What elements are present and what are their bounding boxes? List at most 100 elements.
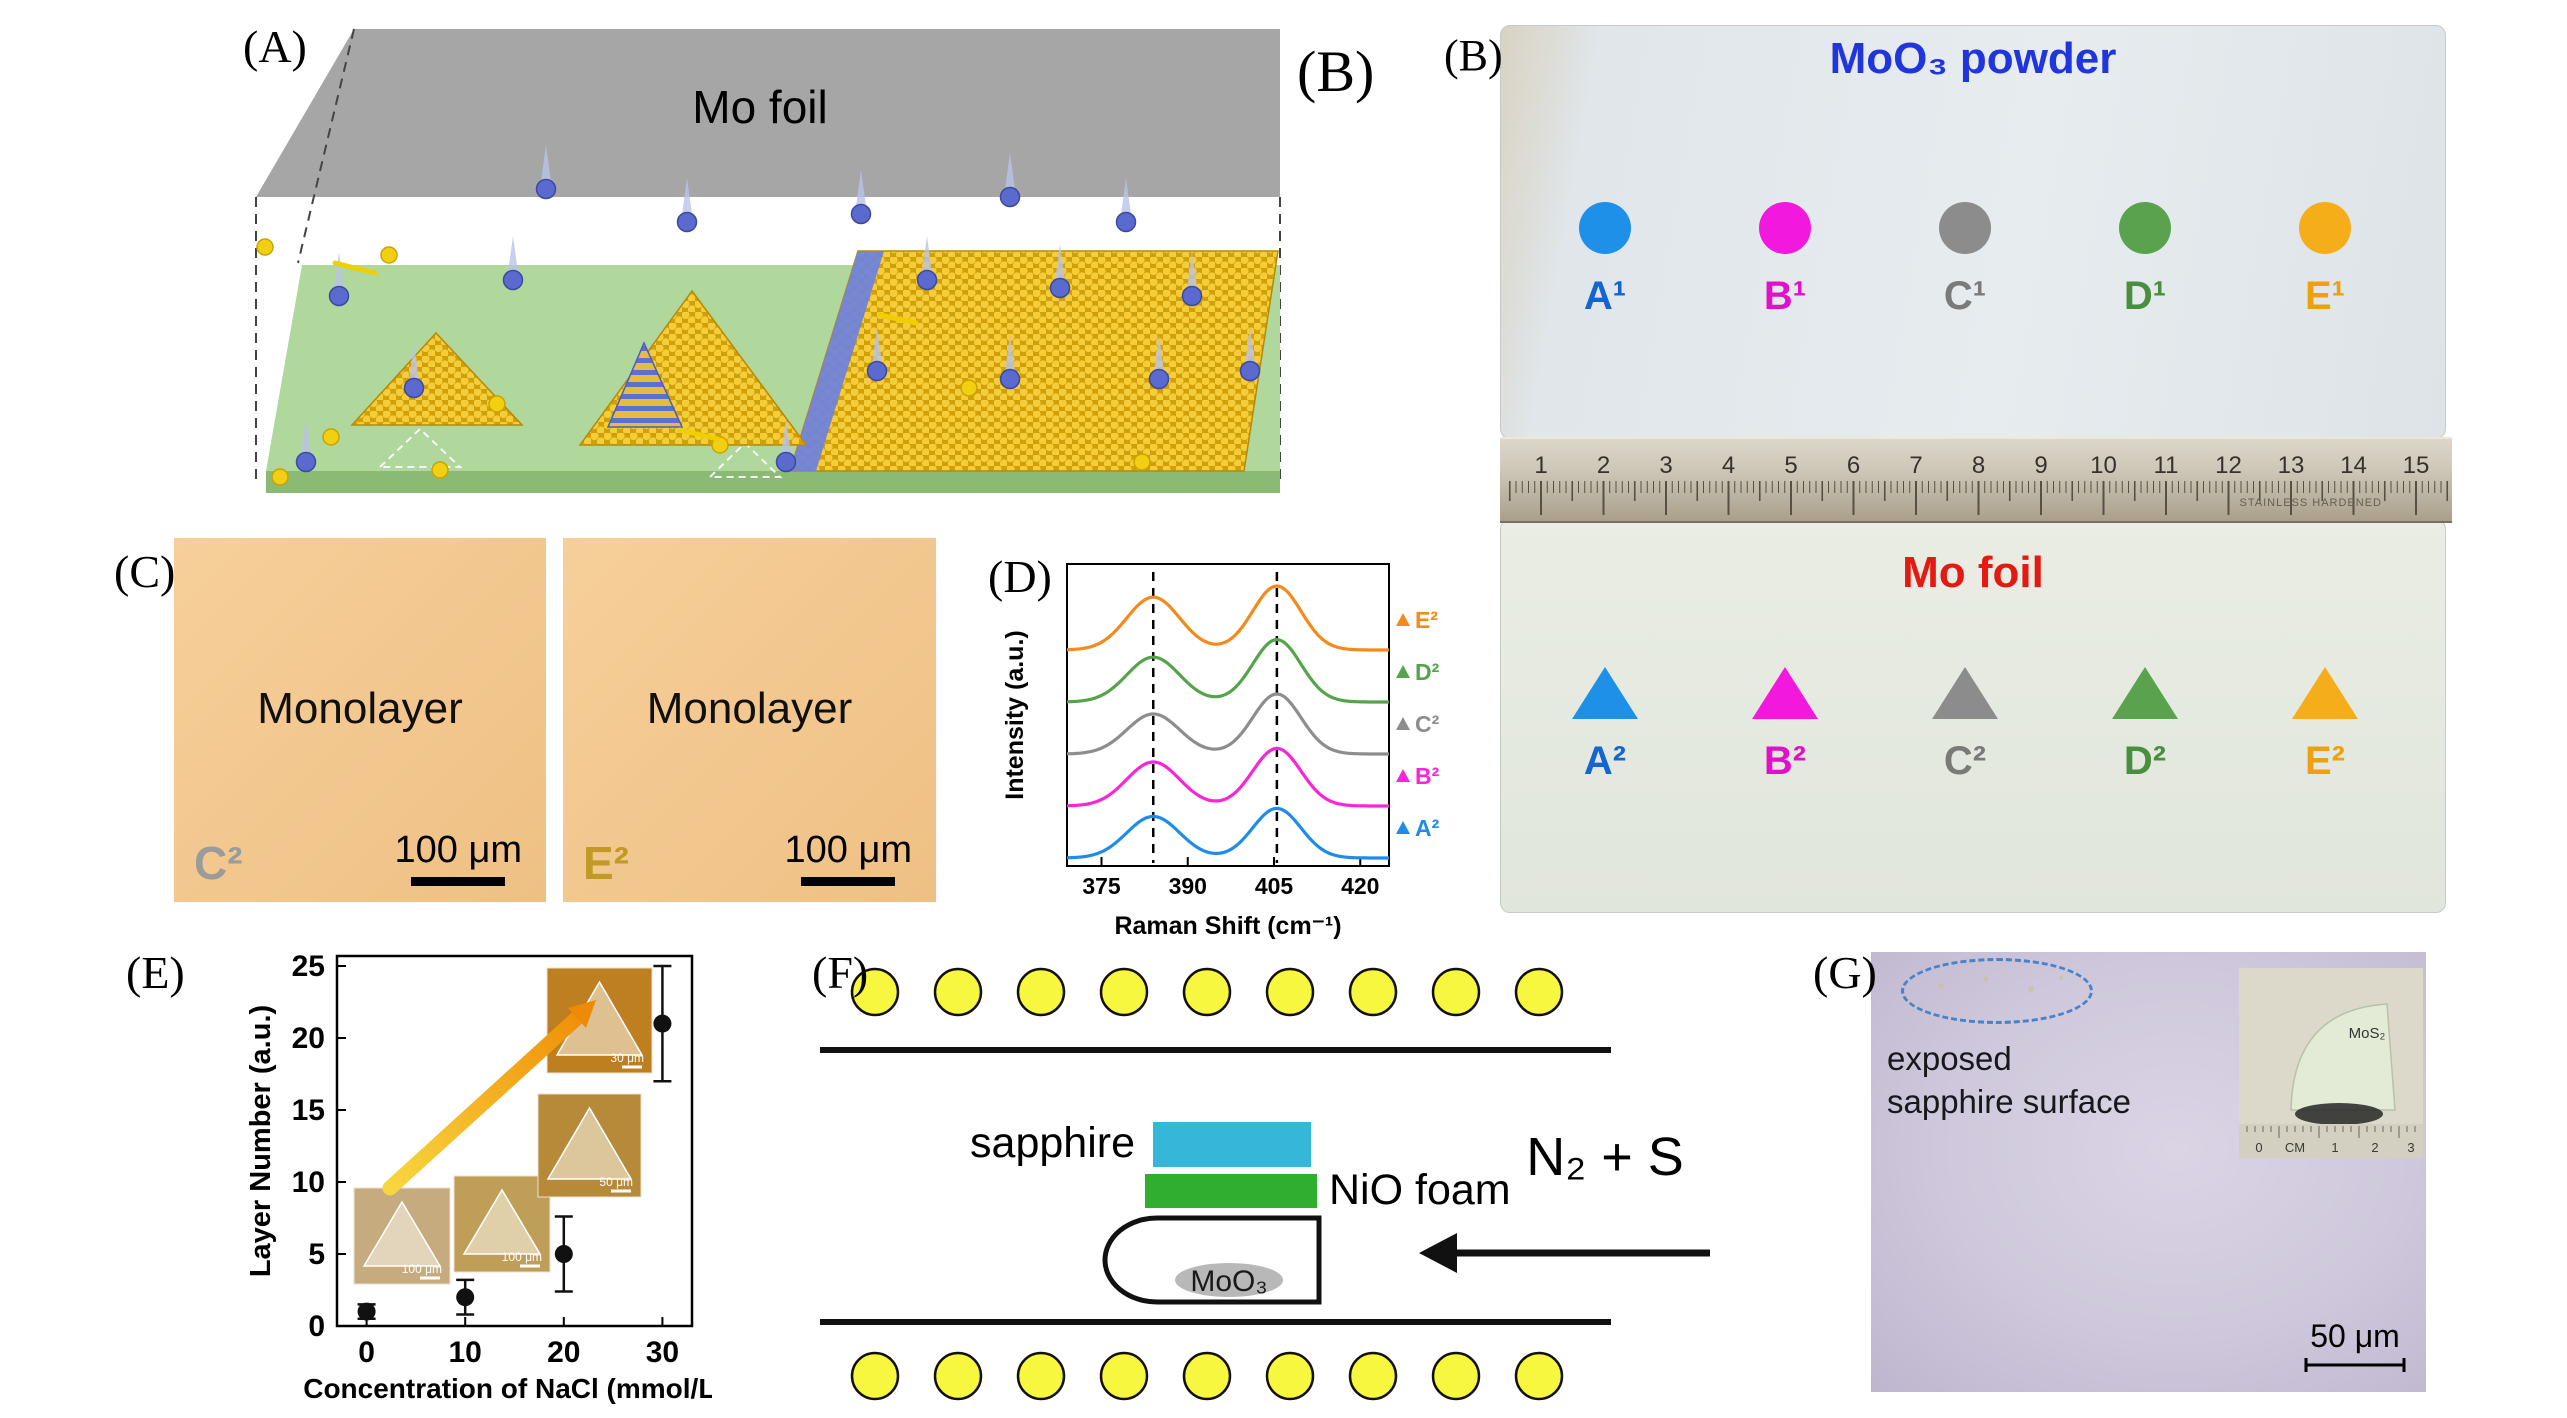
gas-label: N₂ + S [1526,1127,1684,1187]
mos2-triangle-small [350,331,524,426]
inset-scale-label: 30 μm [610,1051,644,1065]
svg-text:30: 30 [646,1336,679,1369]
optical-image-c2: Monolayer C² 100 μm [174,538,546,902]
scale-bar-line [2304,1358,2406,1372]
mos2-inset-photo: MoS₂ 0 CM 1 2 3 [2239,968,2423,1158]
raman-curve-D² [1066,638,1389,704]
sample-marker-group: D¹ [2090,202,2200,319]
sample-label: B² [1763,739,1807,783]
svg-text:9: 9 [2034,452,2047,479]
mos2-layered-edge [606,341,684,428]
sample-label: C¹ [1943,274,1987,318]
moo3-powder-slide: MoO₃ powder A¹ B¹ C¹ D¹ E¹ [1500,25,2446,439]
ruler-markings: 1 2 3 4 5 6 7 8 9 10 11 12 13 14 15 [1508,452,2449,515]
caption: exposed sapphire surface [1887,1038,2131,1124]
mo-foil-slide: Mo foil A² B² C² D² E² [1500,519,2446,913]
raman-curve-C² [1066,692,1389,756]
tri-marker [2112,667,2178,719]
panel-b-label-outer: (B) [1297,39,1375,104]
svg-text:15: 15 [292,1094,325,1127]
svg-text:5: 5 [308,1238,325,1271]
trend-arrowhead [568,1000,596,1028]
sample-marker-group: B¹ [1730,202,1840,319]
tri-marker [1932,667,1998,719]
svg-text:8: 8 [1972,452,1985,479]
scatter-plot-area: 100 μm 100 μm 50 μm 30 μm 0 5 10 15 20 25 0 10 20 30 [292,950,694,1369]
mo-foil-title: Mo foil [1902,548,2044,597]
sample-label: D¹ [2123,274,2167,318]
svg-text:10: 10 [449,1336,482,1369]
caption-line-2: sapphire surface [1887,1082,2131,1120]
svg-text:0: 0 [308,1310,325,1343]
data-point [554,1245,573,1263]
raman-curve-E² [1067,584,1389,652]
data-point [653,1014,672,1033]
sample-label: A² [1583,739,1627,783]
sample-marker-group: D² [2090,667,2200,784]
panel-b-photo: MoO₃ powder A¹ B¹ C¹ D¹ E¹ 1 2 3 4 5 6 7 8 9 10 11 12 13… [1500,25,2452,913]
panel-c-label: (C) [114,546,176,597]
sample-marker-group: E¹ [2270,202,2380,319]
inset-ruler-label: 1 [2331,1140,2338,1155]
svg-text:15: 15 [2403,452,2430,479]
svg-text:7: 7 [1909,452,1922,479]
legend-D²: D² [1415,659,1440,685]
svg-text:4: 4 [1722,452,1735,479]
sample-marker-group: C² [1910,667,2020,784]
sample-label: E² [2305,739,2345,783]
panel-f-label: (F) [812,947,869,998]
chamber-edge-dashed [297,28,355,264]
svg-text:10: 10 [292,1166,325,1199]
ruler: 1 2 3 4 5 6 7 8 9 10 11 12 13 14 15 STAINLESS HARDENED [1500,437,2452,523]
svg-text:20: 20 [547,1336,580,1369]
panel-b-label-inner: (B) [1444,31,1503,80]
svg-text:14: 14 [2340,452,2367,479]
legend-E²: E² [1415,607,1438,633]
mos2-film-edge [790,251,884,471]
tri-marker [1752,667,1818,719]
scale-bar: 50 μm [2300,1318,2410,1380]
sample-marker-group: A² [1550,667,1660,784]
inset-ruler-label: 0 [2255,1140,2262,1155]
raman-xlabel: Raman Shift (cm⁻¹) [1114,912,1341,940]
scale-bar-line [801,877,896,886]
nio-foam [1145,1174,1317,1208]
nio-foam-label: NiO foam [1329,1166,1511,1214]
legend-B²: B² [1415,763,1440,789]
inset-ruler-label: 2 [2371,1140,2378,1155]
legend-A²: A² [1415,815,1440,841]
scale-bar-line [411,877,506,886]
panel-a-label: (A) [243,21,307,72]
growth-schematic: Mo foil [255,28,1281,493]
inset-scale-label: 100 μm [502,1250,542,1264]
caption-line-1: exposed [1887,1040,2012,1077]
trend-arrow [382,1010,585,1196]
inset-ruler-strip [2239,1124,2423,1158]
moo3-powder-title: MoO₃ powder [1829,34,2117,83]
sapphire-surface-image: exposed sapphire surface MoS₂ 0 CM 1 2 3 50 … [1871,952,2426,1392]
inset-scale-label: 50 μm [599,1175,633,1189]
sapphire-substrate [1153,1122,1311,1167]
inset-ruler-markings: 0 CM 1 2 3 [2246,1126,2416,1155]
nucleation-outline [377,427,463,468]
sample-tag: C² [194,837,243,889]
circle-marker [1759,202,1811,254]
svg-text:10: 10 [2090,452,2117,479]
panel-d-label: (D) [988,551,1052,602]
scale-label: 100 μm [784,829,912,871]
sample-label: A¹ [1583,274,1627,318]
sample-shadow [2295,1103,2383,1125]
raman-ylabel: Intensity (a.u.) [1003,630,1029,799]
legend-C²: C² [1415,711,1440,737]
raman-curve-B² [1066,746,1389,808]
s-atoms [256,238,1151,486]
circle-marker [2119,202,2171,254]
tri-marker [1572,667,1638,719]
tri-marker [2292,667,2358,719]
svg-text:11: 11 [2154,452,2179,479]
data-point [357,1302,376,1321]
raman-plot-area: 375 390 405 420 A² B² C² D² E² [1066,563,1440,899]
nucleation-outline [707,441,783,478]
svg-text:20: 20 [292,1022,325,1055]
